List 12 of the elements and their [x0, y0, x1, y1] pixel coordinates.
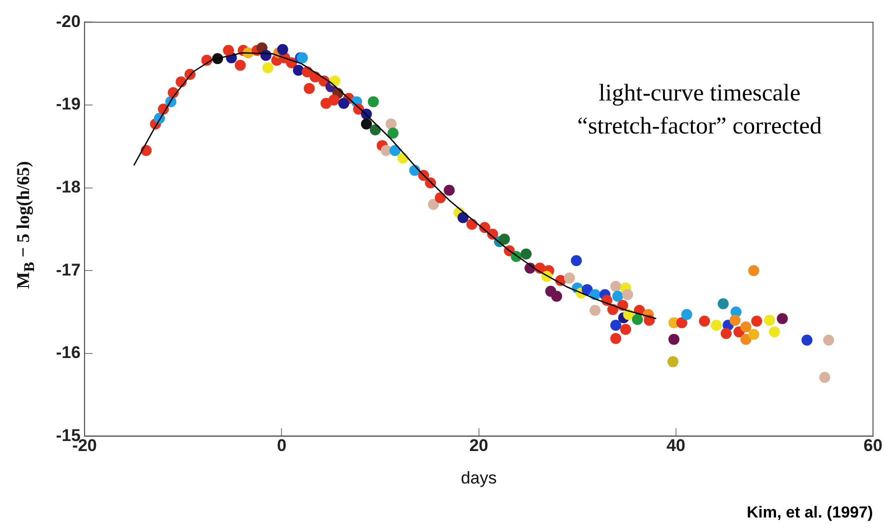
x-tick-label: 40: [666, 436, 686, 456]
y-tick-label: -20: [56, 12, 81, 31]
annotation: light-curve timescale “stretch-factor” corrected: [577, 80, 822, 140]
x-tick-label: 0: [276, 436, 286, 456]
y-tick-label: -19: [56, 94, 81, 114]
x-tick-label: 20: [469, 436, 488, 456]
text: Kim, et al. (1997): [746, 504, 873, 522]
y-tick-label: -18: [56, 177, 81, 196]
x-tick-label: 60: [864, 436, 882, 456]
y-tick-label: -17: [56, 260, 81, 280]
y-tick-label: -16: [56, 343, 81, 362]
x-axis-title: days: [460, 468, 497, 488]
